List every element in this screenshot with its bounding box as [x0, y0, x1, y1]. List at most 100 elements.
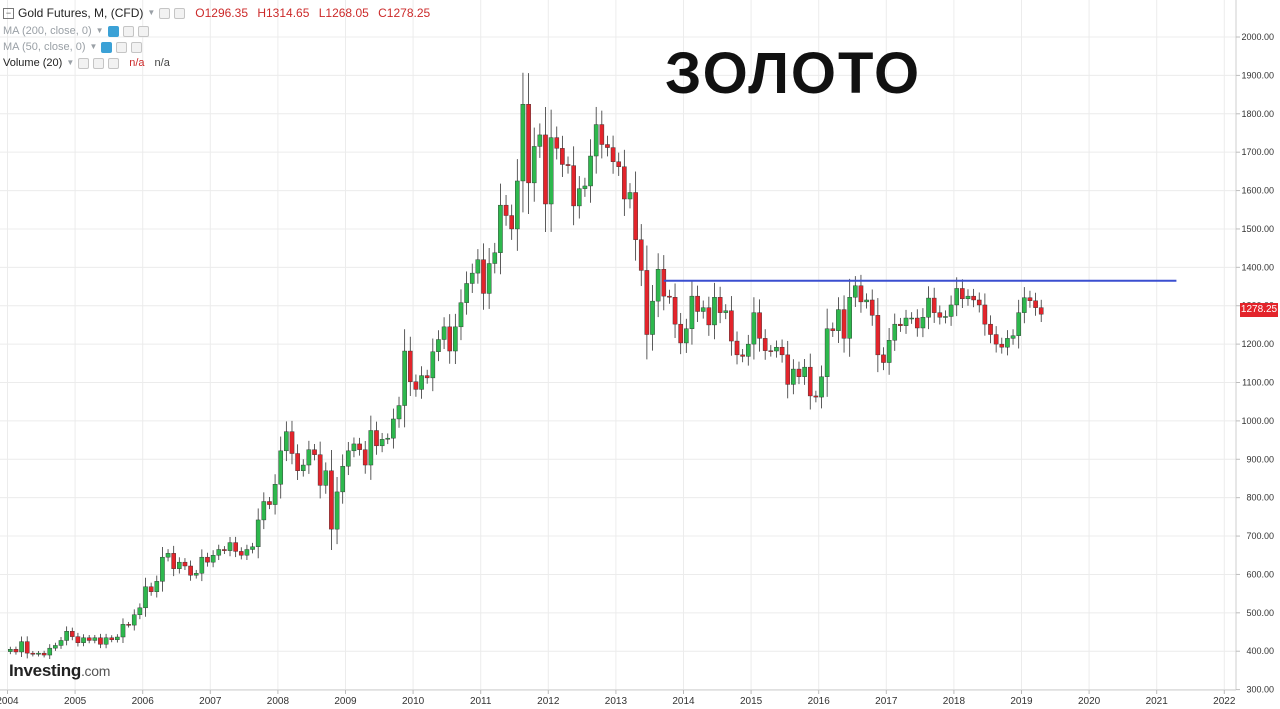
- candle-body: [971, 295, 976, 301]
- x-tick-label: 2005: [64, 696, 87, 707]
- candle-body: [222, 549, 227, 551]
- candle-body: [982, 304, 988, 325]
- settings-icon[interactable]: [122, 25, 134, 37]
- candle-body: [233, 542, 238, 552]
- candle-body: [227, 542, 233, 551]
- candle-body: [655, 269, 661, 302]
- visibility-icon[interactable]: [107, 25, 119, 37]
- candle-body: [193, 573, 199, 576]
- candle-body: [807, 366, 813, 397]
- candle-body: [188, 565, 193, 576]
- candle-body: [1033, 300, 1038, 308]
- chevron-down-icon[interactable]: ▼: [89, 42, 98, 51]
- y-tick-label: 1100.00: [1242, 378, 1274, 388]
- y-tick-label: 1600.00: [1241, 186, 1274, 196]
- candle-body: [486, 263, 492, 294]
- candle-body: [576, 188, 582, 207]
- candle-body: [762, 338, 768, 351]
- candle-body: [813, 395, 819, 398]
- close-icon[interactable]: [108, 57, 120, 69]
- candle-body: [272, 484, 278, 505]
- close-icon[interactable]: [131, 41, 143, 53]
- settings-icon[interactable]: [93, 57, 105, 69]
- candle-body: [610, 147, 616, 162]
- candle-body: [858, 285, 864, 303]
- candle-body: [757, 312, 762, 339]
- candle-body: [36, 652, 41, 655]
- candle-body: [836, 309, 841, 331]
- candle-body: [1016, 312, 1021, 336]
- candle-body: [430, 351, 436, 379]
- candle-body: [346, 450, 351, 467]
- x-tick-label: 2015: [740, 696, 763, 707]
- candle-body: [289, 431, 295, 454]
- candle-body: [1038, 307, 1044, 315]
- candle-body: [177, 561, 182, 569]
- candle-body: [875, 315, 881, 356]
- candle-body: [255, 519, 261, 548]
- candle-body: [199, 556, 205, 574]
- candle-body: [599, 124, 605, 145]
- candle-body: [329, 470, 334, 530]
- candle-body: [689, 295, 695, 329]
- candle-body: [931, 297, 937, 313]
- y-tick-label: 1700.00: [1241, 147, 1274, 157]
- x-tick-label: 2019: [1010, 696, 1033, 707]
- candle-body: [976, 299, 982, 306]
- candle-body: [909, 317, 914, 320]
- candle-body: [684, 328, 689, 344]
- volume-value: n/a: [129, 57, 145, 69]
- settings-icon[interactable]: [116, 41, 128, 53]
- candle-body: [351, 443, 357, 452]
- legend-ma200: MA (200, close, 0) ▼: [3, 24, 149, 38]
- candle-body: [717, 297, 723, 313]
- x-tick-label: 2011: [470, 696, 492, 707]
- candle-body: [1005, 338, 1010, 348]
- candle-body: [453, 326, 458, 352]
- candle-body: [323, 470, 329, 486]
- candle-body: [881, 354, 886, 363]
- candle-body: [537, 134, 543, 147]
- candle-body: [30, 652, 36, 655]
- volume-label: Volume (20): [3, 57, 63, 69]
- x-tick-label: 2007: [199, 696, 222, 707]
- candle-body: [419, 375, 424, 390]
- candle-body: [1027, 297, 1033, 301]
- candle-body: [407, 350, 413, 382]
- close-icon[interactable]: [174, 7, 186, 19]
- x-tick-label: 2018: [943, 696, 966, 707]
- chart-grid: [0, 0, 1236, 691]
- candle-body: [126, 624, 131, 626]
- candle-body: [340, 465, 345, 493]
- candle-body: [903, 317, 909, 326]
- high-value: H1314.65: [257, 6, 310, 20]
- candle-body: [509, 215, 514, 230]
- candle-body: [210, 555, 216, 563]
- legend-ma50: MA (50, close, 0) ▼: [3, 40, 143, 54]
- y-tick-label: 400.00: [1246, 646, 1274, 656]
- x-tick-label: 2016: [808, 696, 831, 707]
- chevron-down-icon[interactable]: ▼: [66, 58, 75, 67]
- price-axis-labels: 300.00 400.00 500.00 600.00 700.00 800.00 900.…: [1236, 32, 1274, 695]
- candle-body: [723, 310, 729, 313]
- chevron-down-icon[interactable]: ▼: [95, 26, 104, 35]
- close-icon[interactable]: [137, 25, 149, 37]
- y-tick-label: 1800.00: [1241, 109, 1274, 119]
- candle-body: [498, 204, 503, 253]
- y-tick-label: 500.00: [1246, 608, 1274, 618]
- candle-body: [295, 453, 300, 471]
- candle-body: [137, 607, 143, 615]
- candle-body: [515, 180, 520, 230]
- candle-body: [650, 300, 655, 335]
- candle-body: [402, 350, 407, 406]
- candle-body: [41, 652, 47, 656]
- visibility-icon[interactable]: [101, 41, 113, 53]
- settings-icon[interactable]: [159, 7, 171, 19]
- candle-body: [706, 307, 712, 326]
- symbol-title: Gold Futures, M, (CFD): [18, 6, 144, 20]
- chevron-down-icon[interactable]: ▼: [147, 8, 156, 17]
- collapse-legend-icon[interactable]: −: [3, 7, 14, 19]
- visibility-icon[interactable]: [78, 57, 90, 69]
- candle-body: [1010, 335, 1016, 339]
